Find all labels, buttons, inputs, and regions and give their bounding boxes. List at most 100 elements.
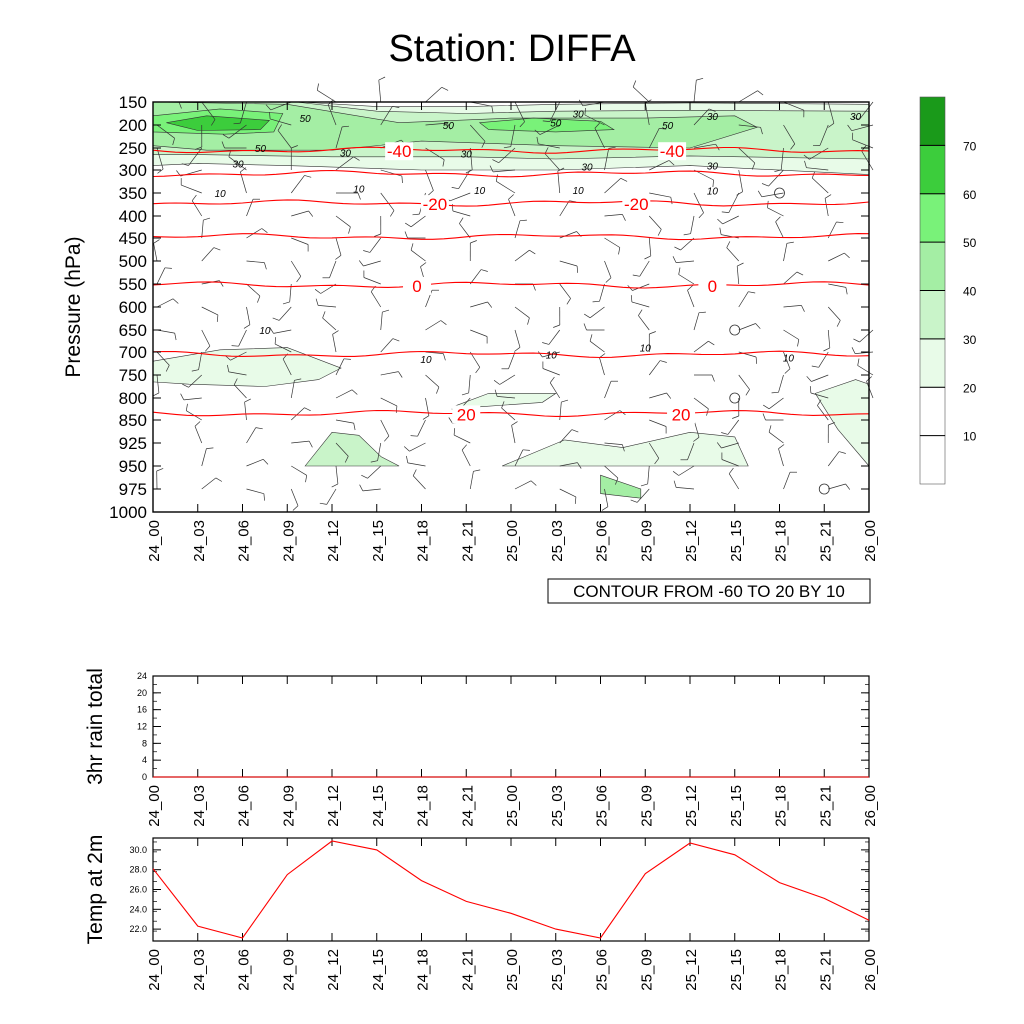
wind-barb-flag [622,444,625,452]
wind-barb-flag [489,165,494,173]
wind-barb [855,351,874,354]
contour-label-bg [385,142,414,161]
wind-barb [604,488,609,507]
pressure-tick-label: 750 [119,366,147,385]
wind-barb [604,237,620,248]
wind-barb-flag [767,200,769,208]
wind-barb-flag [501,401,505,409]
colorbar-label: 60 [963,188,977,202]
wind-barb [559,402,562,421]
wind-barb-flag [519,121,525,128]
wind-barb-flag [353,156,360,161]
pressure-tick-label: 850 [119,411,147,430]
wind-barb [380,169,402,177]
wind-barb-flag [233,378,238,385]
temperature-contour-label: -40 [660,142,685,161]
wind-barb-flag [824,194,832,199]
wind-barb-flag [775,216,781,223]
wind-barb-flag [178,101,182,109]
wind-barb-flag [844,252,850,259]
temp-panel: 22.0 24.0 26.0 28.0 30.0 24_00 24_03 24_06 24_09… [84,835,879,991]
wind-barb-flag [274,337,277,345]
wind-barb [557,171,561,194]
wind-speed-contour-label: 10 [420,355,432,366]
wind-barb-flag [605,277,612,283]
wind-barb-flag [534,129,541,135]
temperature-contour-label: 0 [412,277,421,296]
series-y-tick-label: 12 [137,722,147,732]
wind-barb [335,442,349,457]
wind-barb-flag [622,214,626,221]
wind-barb [410,249,426,262]
wind-barb [594,128,605,149]
wind-barb-flag [294,378,302,381]
wind-barb-flag [165,365,170,372]
wind-barb [726,247,740,262]
wind-barb-flag [216,314,219,322]
wind-barb-flag [522,449,530,451]
wind-barb-flag [348,226,351,234]
wind-barb [181,184,202,194]
wind-barb [827,306,841,321]
colorbar: 10 20 30 40 50 60 70 [919,96,977,485]
wind-barb-flag [836,320,841,327]
wind-barb-flag [390,210,395,217]
wind-barb-flag [757,90,764,96]
wind-barb-flag [222,134,230,139]
wind-speed-contour-label: 10 [474,186,486,197]
wind-barb-flag [304,175,312,178]
wind-barb-flag [194,421,201,427]
temperature-contour [152,169,870,178]
wind-barb [470,329,488,337]
wind-barb [291,465,307,476]
wind-barb [469,471,474,490]
wind-barb-flag [640,483,648,487]
wind-barb-flag [757,190,763,197]
wind-barb [638,315,650,331]
series-x-tick-label: 24_18 [415,949,432,991]
wind-barb [246,488,264,495]
wind-speed-shading [152,101,758,151]
wind-barb-flag [322,311,326,319]
wind-barb [335,465,339,484]
series-x-tick-label: 24_09 [280,949,297,991]
wind-barb [425,351,444,354]
wind-barb [290,488,299,506]
wind-barb [201,329,211,347]
wind-barb-flag [374,233,381,237]
wind-barb-flag [493,380,500,385]
wind-speed-contour-label: 30 [340,148,352,159]
wind-barb-flag [261,228,268,233]
wind-barb-flag [852,116,860,120]
wind-barb-flag [382,309,390,313]
series-y-tick-label: 4 [142,755,147,765]
series-x-tick-label: 25_09 [638,949,655,991]
colorbar-swatch [919,193,946,243]
wind-barb [738,323,756,331]
wind-barb [693,192,704,213]
wind-barb [548,329,561,345]
wind-speed-contour-label: 10 [353,184,365,195]
wind-barb-flag [537,351,543,358]
wind-barb-flag [672,471,679,476]
series-x-tick-label: 24_09 [280,785,297,827]
wind-barb-flag [654,458,660,465]
time-tick-label: 25_00 [504,520,521,562]
wind-barb-flag [351,389,358,395]
wind-barb-flag [674,246,681,251]
contour-label-bg [403,276,432,295]
time-tick-label: 24_15 [370,520,387,562]
time-tick-label: 24_12 [325,520,342,562]
wind-barb-flag [491,106,494,114]
wind-speed-contour-label: 30 [232,159,244,170]
wind-barb [425,87,443,103]
time-tick-label: 24_06 [236,520,253,562]
wind-barb-flag [481,269,488,272]
wind-barb [631,301,650,308]
temperature-contour [152,350,870,359]
wind-barb [452,210,471,217]
wind-barb [370,291,382,308]
temperature-contour [152,233,870,241]
time-tick-label: 24_21 [459,520,476,562]
wind-barb [778,448,784,467]
